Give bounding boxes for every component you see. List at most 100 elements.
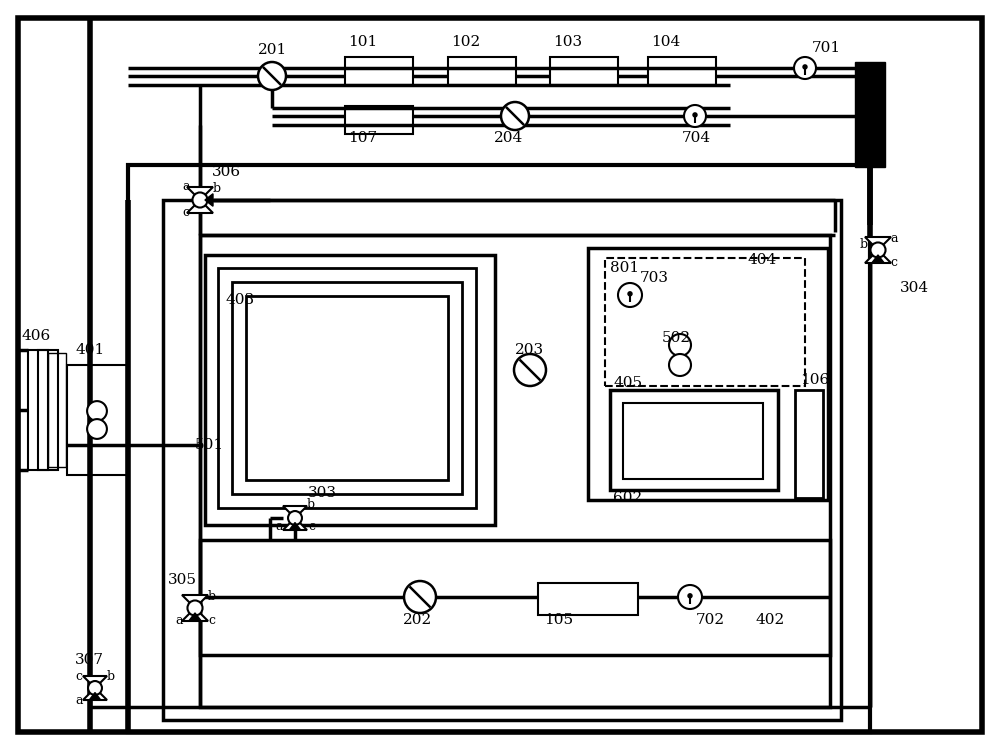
Circle shape [870,242,886,257]
Bar [200,235,830,707]
Circle shape [618,283,642,307]
Bar [345,57,413,85]
Circle shape [501,102,529,130]
Text: 303: 303 [308,486,337,500]
Polygon shape [865,250,891,263]
Text: c: c [890,256,897,269]
Text: 107: 107 [348,131,377,145]
Bar [205,255,495,525]
Text: 502: 502 [662,331,691,345]
Bar [538,583,638,615]
Polygon shape [182,608,208,621]
Bar [246,296,448,480]
Bar [610,390,778,490]
Polygon shape [83,676,107,688]
Text: 103: 103 [553,35,582,49]
Text: a: a [175,614,182,626]
Circle shape [187,601,203,616]
Bar [38,350,58,470]
Text: 702: 702 [696,613,725,627]
Text: 602: 602 [613,491,642,505]
Circle shape [87,401,107,421]
Circle shape [628,292,632,296]
Polygon shape [182,595,208,608]
Circle shape [192,193,208,208]
Circle shape [688,594,692,598]
Text: 106: 106 [800,373,829,387]
Circle shape [794,57,816,79]
Circle shape [87,419,107,439]
Polygon shape [83,688,107,700]
Polygon shape [205,194,213,206]
Text: c: c [308,520,315,533]
Text: 203: 203 [515,343,544,357]
Polygon shape [283,506,307,518]
Text: c: c [182,206,189,220]
Text: 801: 801 [610,261,639,275]
Bar [218,268,476,508]
Text: c: c [208,614,215,626]
Text: 703: 703 [640,271,669,285]
Polygon shape [289,523,301,530]
Bar [588,248,828,500]
Text: 701: 701 [812,41,841,55]
Text: a: a [275,520,283,533]
Bar [345,106,413,134]
Text: a: a [182,179,190,193]
Text: 204: 204 [494,131,523,145]
Circle shape [88,681,102,695]
Text: b: b [208,590,216,602]
Bar [648,57,716,85]
Text: 102: 102 [451,35,480,49]
Bar [623,403,763,479]
Circle shape [803,65,807,69]
Circle shape [678,585,702,609]
Text: 306: 306 [212,165,241,179]
Bar [48,353,66,467]
Circle shape [669,334,691,356]
Text: 202: 202 [403,613,432,627]
Text: 307: 307 [75,653,104,667]
Polygon shape [865,237,891,250]
Bar [67,365,127,475]
Text: a: a [890,232,898,244]
Text: 501: 501 [195,438,224,452]
Circle shape [288,511,302,525]
Text: c: c [75,670,82,682]
Circle shape [669,354,691,376]
Bar [163,200,841,720]
Text: 704: 704 [682,131,711,145]
Circle shape [693,113,697,117]
Text: b: b [307,499,315,512]
Circle shape [684,105,706,127]
Text: 105: 105 [544,613,573,627]
Polygon shape [187,200,213,213]
Circle shape [258,62,286,90]
Circle shape [514,354,546,386]
Bar [855,62,885,167]
Text: 405: 405 [613,376,642,390]
Text: 406: 406 [22,329,51,343]
Bar [232,282,462,494]
Text: 304: 304 [900,281,929,295]
Text: 101: 101 [348,35,377,49]
Text: 201: 201 [258,43,287,57]
Bar [550,57,618,85]
Bar [795,390,823,498]
Text: 305: 305 [168,573,197,587]
Polygon shape [283,518,307,530]
Bar [448,57,516,85]
Polygon shape [187,187,213,200]
Bar [28,350,48,470]
Text: 404: 404 [748,253,777,267]
Text: 401: 401 [75,343,104,357]
Text: a: a [75,694,82,706]
Text: 403: 403 [225,293,254,307]
Polygon shape [89,692,101,700]
Text: b: b [213,182,221,196]
Polygon shape [872,255,884,263]
Bar [605,258,805,386]
Bar [128,165,870,732]
Circle shape [404,581,436,613]
Text: 402: 402 [756,613,785,627]
